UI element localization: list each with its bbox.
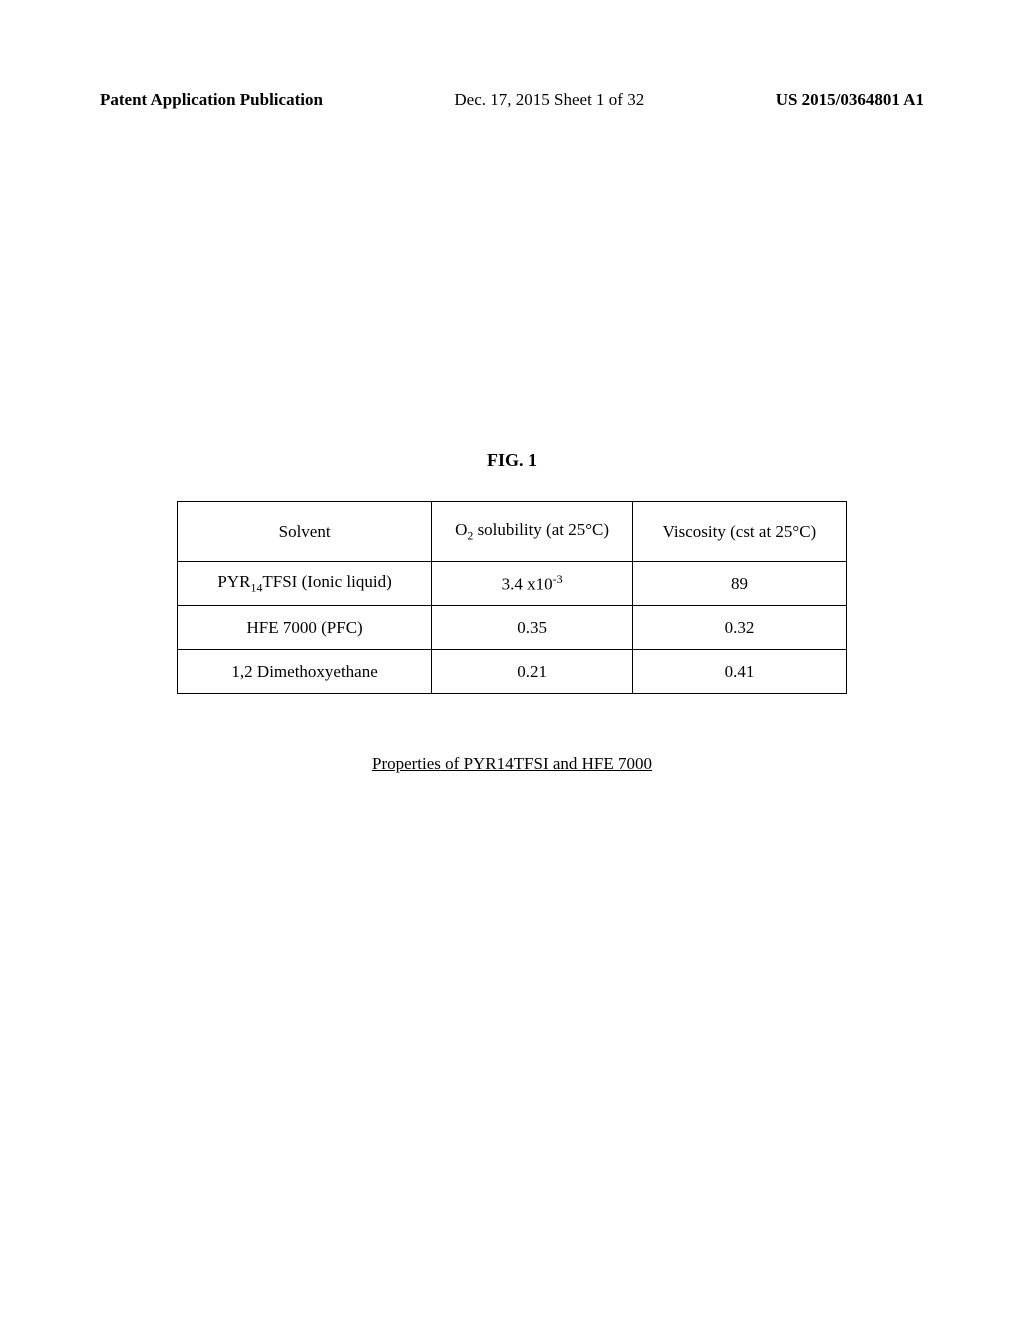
table-row: HFE 7000 (PFC) 0.35 0.32	[178, 606, 847, 650]
table-row: 1,2 Dimethoxyethane 0.21 0.41	[178, 650, 847, 694]
col-header-solvent: Solvent	[178, 502, 432, 562]
header-left-text: Patent Application Publication	[100, 90, 323, 110]
cell-solvent: 1,2 Dimethoxyethane	[178, 650, 432, 694]
solvent-table-container: Solvent O2 solubility (at 25°C) Viscosit…	[177, 501, 847, 694]
cell-viscosity: 0.32	[632, 606, 846, 650]
header-right-text: US 2015/0364801 A1	[776, 90, 924, 110]
cell-solvent: HFE 7000 (PFC)	[178, 606, 432, 650]
col-header-o2: O2 solubility (at 25°C)	[432, 502, 633, 562]
cell-o2: 3.4 x10-3	[432, 562, 633, 606]
cell-o2: 0.21	[432, 650, 633, 694]
cell-viscosity: 89	[632, 562, 846, 606]
figure-title: FIG. 1	[0, 450, 1024, 471]
cell-o2: 0.35	[432, 606, 633, 650]
figure-caption: Properties of PYR14TFSI and HFE 7000	[0, 754, 1024, 774]
table-row: PYR14TFSI (Ionic liquid) 3.4 x10-3 89	[178, 562, 847, 606]
col-header-viscosity: Viscosity (cst at 25°C)	[632, 502, 846, 562]
page-header: Patent Application Publication Dec. 17, …	[0, 0, 1024, 110]
solvent-table: Solvent O2 solubility (at 25°C) Viscosit…	[177, 501, 847, 694]
cell-solvent: PYR14TFSI (Ionic liquid)	[178, 562, 432, 606]
table-header-row: Solvent O2 solubility (at 25°C) Viscosit…	[178, 502, 847, 562]
header-center-text: Dec. 17, 2015 Sheet 1 of 32	[454, 90, 644, 110]
cell-viscosity: 0.41	[632, 650, 846, 694]
